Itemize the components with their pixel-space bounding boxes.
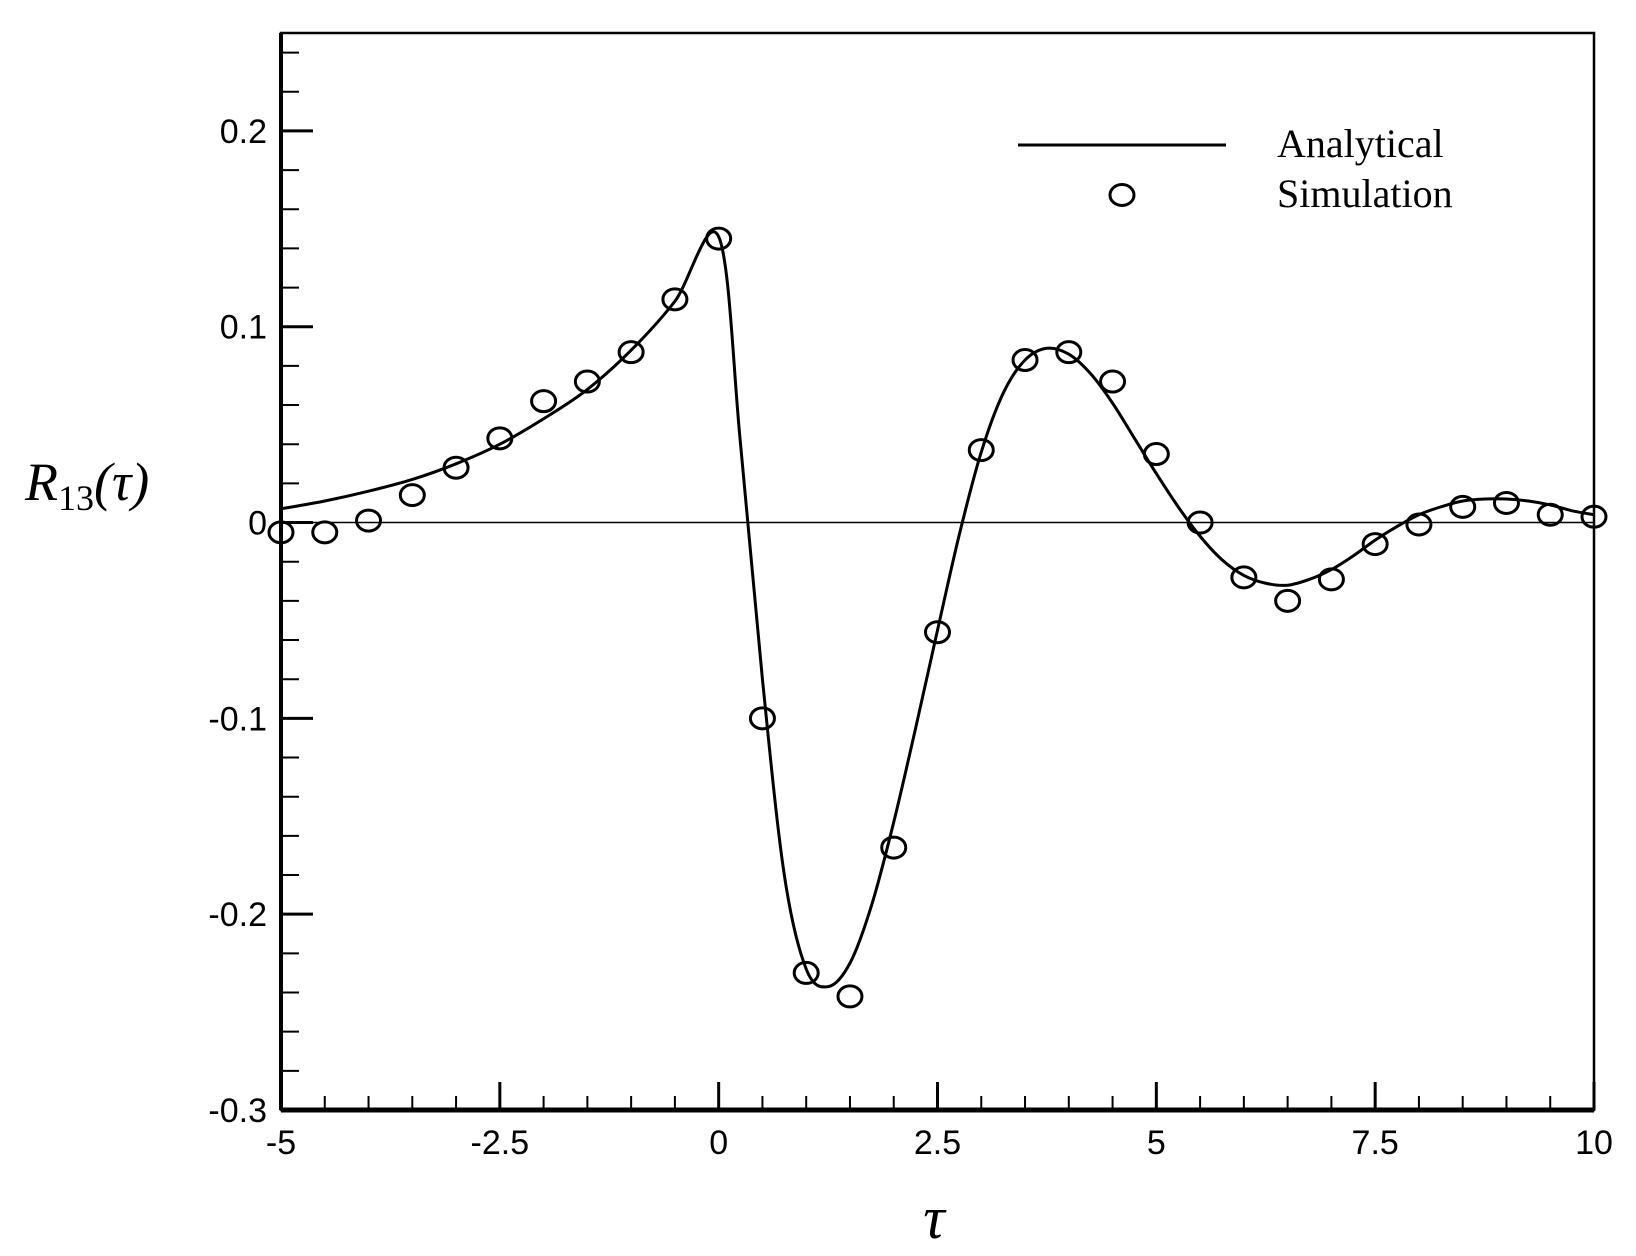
series-simulation-point — [1536, 502, 1564, 527]
series-simulation-point — [1099, 369, 1127, 394]
series-simulation-point — [748, 706, 776, 731]
y-axis-label-sub: 13 — [58, 478, 94, 518]
y-axis-label-arg: (τ) — [94, 452, 149, 512]
y-axis-label: R13(τ) — [24, 452, 149, 518]
series-simulation-point — [1186, 510, 1214, 535]
series-simulation-point — [1405, 512, 1433, 537]
series-simulation-point — [486, 426, 514, 451]
series-simulation-point — [311, 520, 339, 545]
series-simulation-point — [1580, 504, 1608, 529]
series-simulation-point — [1230, 565, 1258, 590]
x-tick-label: 0 — [709, 1124, 728, 1162]
x-axis-label: τ — [923, 1185, 947, 1251]
series-simulation-point — [442, 455, 470, 480]
series-simulation-point — [1317, 567, 1345, 592]
x-tick-label: 2.5 — [914, 1124, 961, 1162]
y-tick-label: 0.2 — [220, 113, 267, 151]
series-simulation-point — [661, 287, 689, 312]
series-simulation-point — [530, 389, 558, 414]
series-simulation-point — [880, 835, 908, 860]
x-tick-label: 7.5 — [1352, 1124, 1399, 1162]
y-tick-label: -0.2 — [208, 896, 267, 934]
legend-analytical-label: Analytical — [1277, 121, 1444, 166]
x-tick-label: 5 — [1147, 1124, 1166, 1162]
series-simulation-point — [1055, 340, 1083, 365]
y-axis-label-main: R — [24, 452, 58, 512]
series-simulation-point — [573, 369, 601, 394]
series-simulation-point — [792, 960, 820, 985]
series-simulation-point — [967, 438, 995, 463]
series-analytical-line — [280, 230, 1595, 989]
y-tick-label: -0.1 — [208, 700, 267, 738]
series-simulation-point — [355, 508, 383, 533]
x-tick-label: -2.5 — [471, 1124, 530, 1162]
ticks: -0.3 -0.2 -0.1 0 0.1 0.2 -5 -2.5 0 2.5 5 7.5 10 — [208, 51, 1613, 1162]
x-tick-label: -5 — [266, 1124, 296, 1162]
legend-simulation-swatch — [1108, 183, 1136, 207]
legend-simulation-label: Simulation — [1277, 171, 1453, 216]
series-simulation-point — [1274, 588, 1302, 613]
series-simulation-point — [1142, 442, 1170, 467]
series-simulation-point — [1011, 348, 1039, 373]
series-simulation-point — [267, 520, 295, 545]
legend: Analytical Simulation — [1018, 121, 1453, 216]
series-simulation-point — [398, 483, 426, 508]
y-tick-label: -0.3 — [208, 1092, 267, 1130]
series-simulation-point — [924, 620, 951, 645]
series-simulation-point — [617, 340, 645, 365]
y-tick-label: 0 — [248, 505, 267, 543]
series-layer — [267, 226, 1608, 1009]
y-tick-label: 0.1 — [220, 309, 267, 347]
series-simulation-point — [1492, 490, 1520, 515]
series-simulation-point — [836, 984, 864, 1009]
series-simulation-point — [1361, 532, 1389, 557]
x-tick-label: 10 — [1575, 1124, 1613, 1162]
series-simulation-point — [705, 226, 733, 251]
series-simulation-point — [1449, 494, 1477, 519]
